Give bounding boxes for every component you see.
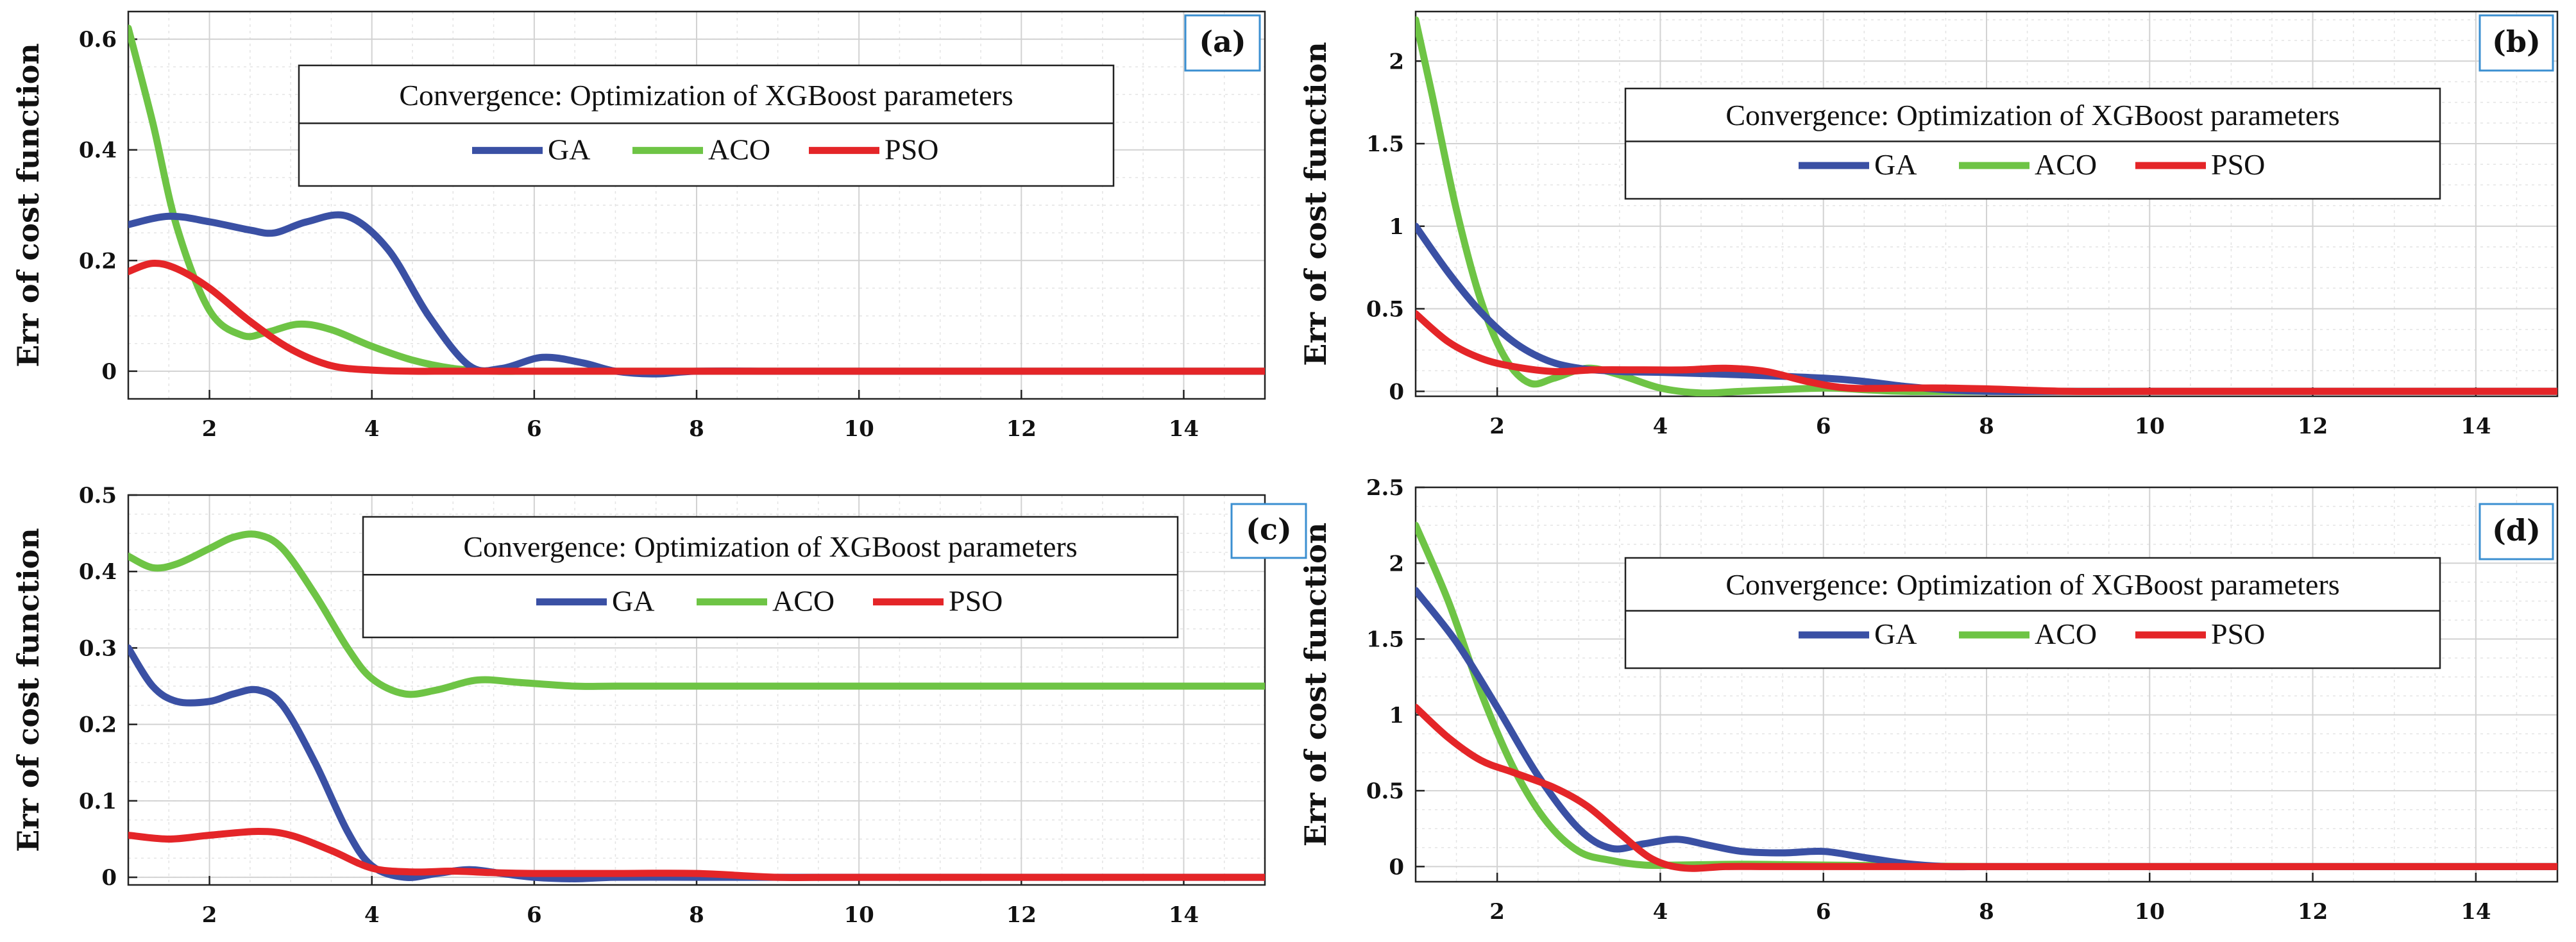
legend-entry-aco: ACO — [2035, 148, 2097, 181]
x-tick-label: 10 — [2135, 414, 2165, 439]
y-tick-label: 0.4 — [79, 138, 117, 164]
x-tick-label: 10 — [843, 416, 874, 442]
legend-entry-ga: GA — [1874, 148, 1917, 181]
x-tick-label: 12 — [2298, 899, 2328, 925]
y-tick-label: 2 — [1389, 551, 1404, 576]
x-tick-label: 12 — [1006, 902, 1037, 928]
x-tick-label: 2 — [202, 902, 217, 928]
y-tick-label: 0.5 — [79, 483, 117, 509]
x-tick-label: 6 — [527, 416, 542, 442]
legend-entry-aco: ACO — [2035, 618, 2097, 650]
y-tick-label: 0 — [1389, 379, 1404, 405]
panel-tag-box — [2479, 503, 2554, 560]
legend-entry-ga: GA — [548, 133, 590, 166]
panel-a: 2 4 6 8 10 12 14 0 0.2 0.4 0.6 Err of cost function… — [11, 10, 1266, 442]
legend-title: Convergence: Optimization of XGBoost par… — [399, 79, 1013, 112]
legend-entry-ga: GA — [1874, 618, 1917, 650]
legend-title: Convergence: Optimization of XGBoost par… — [463, 530, 1077, 563]
panel-d: 2 4 6 8 10 12 14 0 0.5 1 1.5 2 2.5 Err of cost functi… — [1298, 475, 2559, 925]
x-tick-label: 8 — [1979, 899, 1994, 925]
x-tick-label: 8 — [1979, 414, 1994, 439]
y-tick-label: 0 — [1389, 854, 1404, 880]
y-tick-label: 1.5 — [1366, 627, 1404, 653]
series-line-pso — [128, 260, 1265, 375]
y-axis-label: Err of cost function — [1298, 42, 1333, 366]
panel-tag-box — [1184, 14, 1261, 72]
legend-entry-aco: ACO — [772, 585, 835, 618]
x-tick-label: 8 — [689, 902, 704, 928]
panel-b: 2 4 6 8 10 12 14 0 0.5 1 1.5 2 Err of cost function C… — [1298, 10, 2559, 439]
y-tick-label: 1 — [1389, 703, 1404, 728]
x-tick-label: 4 — [364, 416, 380, 442]
y-tick-label: 0.3 — [79, 635, 117, 661]
x-tick-label: 4 — [364, 902, 380, 928]
x-tick-label: 12 — [1006, 416, 1037, 442]
y-tick-label: 0.4 — [79, 559, 117, 585]
x-tick-label: 14 — [1169, 902, 1199, 928]
legend-entry-pso: PSO — [949, 585, 1003, 618]
x-tick-label: 2 — [1489, 414, 1505, 439]
legend-box — [1624, 557, 2441, 669]
y-tick-label: 2.5 — [1366, 475, 1404, 501]
series-line-aco — [128, 530, 1265, 698]
x-tick-label: 14 — [1169, 416, 1199, 442]
y-tick-label: 2 — [1389, 49, 1404, 74]
panel-tag: (d) — [2492, 513, 2541, 548]
x-tick-label: 4 — [1653, 899, 1668, 925]
y-axis-label: Err of cost function — [11, 43, 46, 367]
y-tick-label: 0.2 — [79, 712, 117, 738]
x-tick-label: 10 — [843, 902, 874, 928]
panel-tag: (a) — [1199, 24, 1246, 59]
legend-box — [298, 64, 1115, 187]
legend-title: Convergence: Optimization of XGBoost par… — [1725, 568, 2339, 601]
series-line-pso — [1416, 703, 2557, 872]
y-tick-label: 1.5 — [1366, 131, 1404, 157]
series-line-pso — [128, 828, 1265, 882]
panel-tag-box — [2479, 14, 2554, 72]
y-tick-label: 1 — [1389, 214, 1404, 240]
panel-tag: (b) — [2492, 24, 2541, 59]
series-line-pso — [1416, 310, 2557, 396]
x-tick-label: 2 — [202, 416, 217, 442]
y-axis-label: Err of cost function — [1298, 523, 1333, 846]
x-tick-label: 6 — [527, 902, 542, 928]
y-tick-label: 0.2 — [79, 248, 117, 274]
y-tick-label: 0 — [101, 359, 117, 385]
y-tick-label: 0.6 — [79, 27, 117, 53]
y-axis-label: Err of cost function — [11, 528, 46, 852]
legend-entry-pso: PSO — [2211, 618, 2265, 650]
legend-box — [362, 516, 1179, 639]
x-tick-label: 14 — [2461, 899, 2491, 925]
legend-entry-aco: ACO — [708, 133, 770, 166]
legend-entry-pso: PSO — [885, 133, 938, 166]
panel-c: 2 4 6 8 10 12 14 0 0.1 0.2 0.3 0.4 0.5 Err of cost fu… — [11, 483, 1307, 928]
x-tick-label: 12 — [2298, 414, 2328, 439]
y-tick-label: 0.5 — [1366, 297, 1404, 323]
x-tick-label: 6 — [1816, 899, 1831, 925]
x-tick-label: 8 — [689, 416, 704, 442]
y-tick-label: 0.5 — [1366, 778, 1404, 804]
panel-tag: (c) — [1246, 512, 1292, 546]
legend-entry-pso: PSO — [2211, 148, 2265, 181]
legend-box — [1624, 87, 2441, 200]
panel-tag-box — [1230, 503, 1307, 559]
y-tick-label: 0 — [101, 865, 117, 891]
x-tick-label: 14 — [2461, 414, 2491, 439]
x-tick-label: 4 — [1653, 414, 1668, 439]
x-tick-label: 10 — [2135, 899, 2165, 925]
legend-entry-ga: GA — [612, 585, 654, 618]
x-tick-label: 6 — [1816, 414, 1831, 439]
y-tick-label: 0.1 — [79, 789, 117, 814]
x-tick-label: 2 — [1489, 899, 1505, 925]
legend-title: Convergence: Optimization of XGBoost par… — [1725, 99, 2339, 131]
